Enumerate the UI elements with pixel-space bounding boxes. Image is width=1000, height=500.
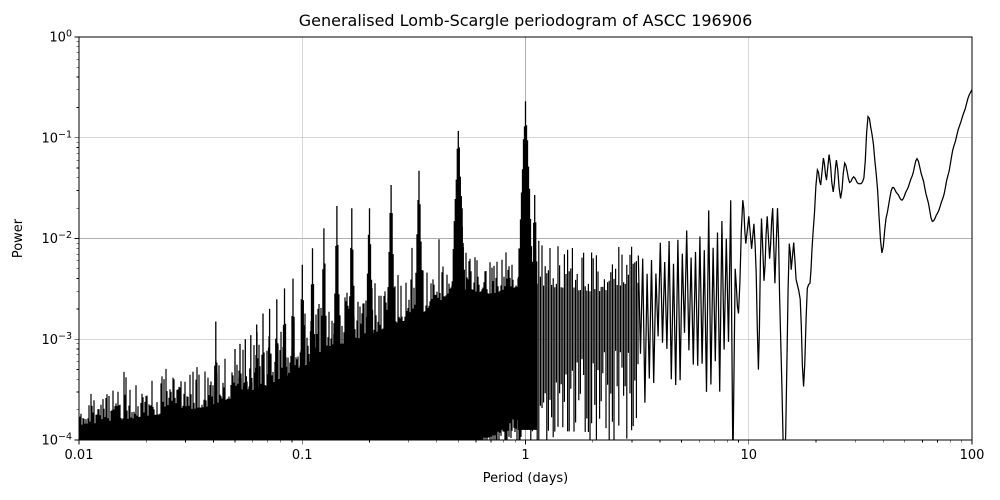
x-tick-labels: 0.01 0.1 1 10 100 [65,448,985,463]
alias-peaks-path [213,101,538,430]
axis-ticks [74,36,973,445]
y-tick-label: 10−4 [41,432,72,449]
x-axis-label: Period (days) [482,471,569,486]
y-tick-label: 10−2 [41,230,72,247]
noise-mass-path [79,239,639,440]
x-tick-label: 100 [960,448,985,463]
y-tick-label: 100 [49,29,72,46]
y-tick-label: 10−3 [41,331,72,348]
x-tick-label: 1 [521,448,529,463]
tail-curve-path [637,89,972,440]
x-tick-label: 10 [740,448,757,463]
y-tick-labels: 100 10−1 10−2 10−3 10−4 [41,29,72,449]
x-tick-label: 0.01 [65,448,94,463]
chart-title: Generalised Lomb-Scargle periodogram of … [298,11,753,30]
x-tick-label: 0.1 [292,448,313,463]
y-tick-label: 10−1 [41,129,72,146]
periodogram-series [79,89,972,440]
